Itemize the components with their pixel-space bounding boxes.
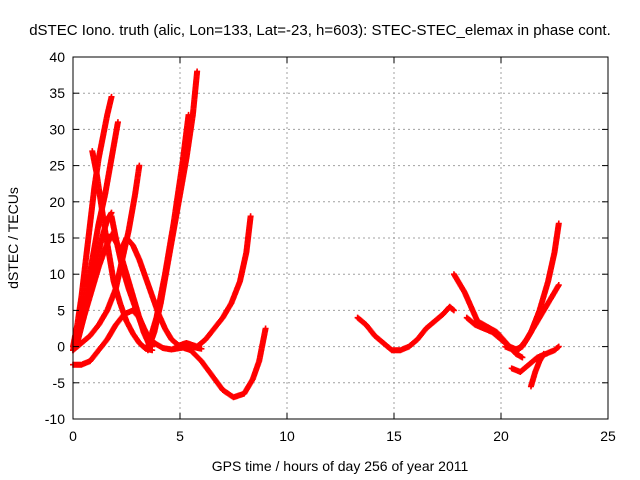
data-point	[114, 119, 121, 126]
y-tick-label: 40	[49, 49, 65, 65]
series-9	[144, 111, 192, 350]
series-5	[74, 209, 115, 346]
series-18	[527, 350, 547, 390]
data-point	[555, 343, 562, 350]
series-12	[172, 213, 254, 350]
y-tick-label: 20	[49, 194, 65, 210]
data-point	[540, 350, 547, 357]
data-point	[136, 162, 143, 169]
data-point	[198, 345, 205, 352]
y-tick-labels: -10 -5 0 5 10 15 20 25 30 35 40	[45, 49, 65, 427]
x-tick-label: 0	[69, 428, 77, 444]
data-point	[247, 213, 254, 220]
x-tick-label: 25	[600, 428, 616, 444]
y-tick-label: 30	[49, 121, 65, 137]
x-axis-label: GPS time / hours of day 256 of year 2011	[212, 458, 469, 474]
data-point	[108, 93, 115, 100]
data-point	[185, 111, 192, 118]
y-tick-label: -10	[45, 411, 65, 427]
y-tick-label: -5	[53, 375, 66, 391]
data-point	[262, 325, 269, 332]
y-tick-label: 5	[57, 302, 65, 318]
y-tick-label: 15	[49, 230, 65, 246]
y-tick-label: 0	[57, 339, 65, 355]
series-10	[70, 307, 156, 368]
series-11	[177, 325, 269, 401]
data-points	[70, 68, 562, 401]
y-tick-label: 35	[49, 85, 65, 101]
series-16	[463, 282, 562, 354]
data-point	[450, 307, 457, 314]
y-tick-label: 25	[49, 158, 65, 174]
data-point	[555, 282, 562, 289]
x-tick-labels: 0 5 10 15 20 25	[69, 428, 616, 444]
x-tick-label: 15	[386, 428, 402, 444]
x-tick-label: 10	[279, 428, 295, 444]
data-point	[519, 354, 526, 361]
data-point	[194, 68, 201, 75]
data-point	[149, 343, 156, 350]
series-13	[354, 303, 457, 354]
data-point	[555, 220, 562, 227]
x-tick-label: 20	[493, 428, 509, 444]
chart-title: dSTEC Iono. truth (alic, Lon=133, Lat=-2…	[29, 22, 611, 39]
y-tick-label: 10	[49, 266, 65, 282]
y-axis-label: dSTEC / TECUs	[5, 187, 21, 289]
x-tick-label: 5	[176, 428, 184, 444]
axis-ticks	[72, 56, 609, 420]
